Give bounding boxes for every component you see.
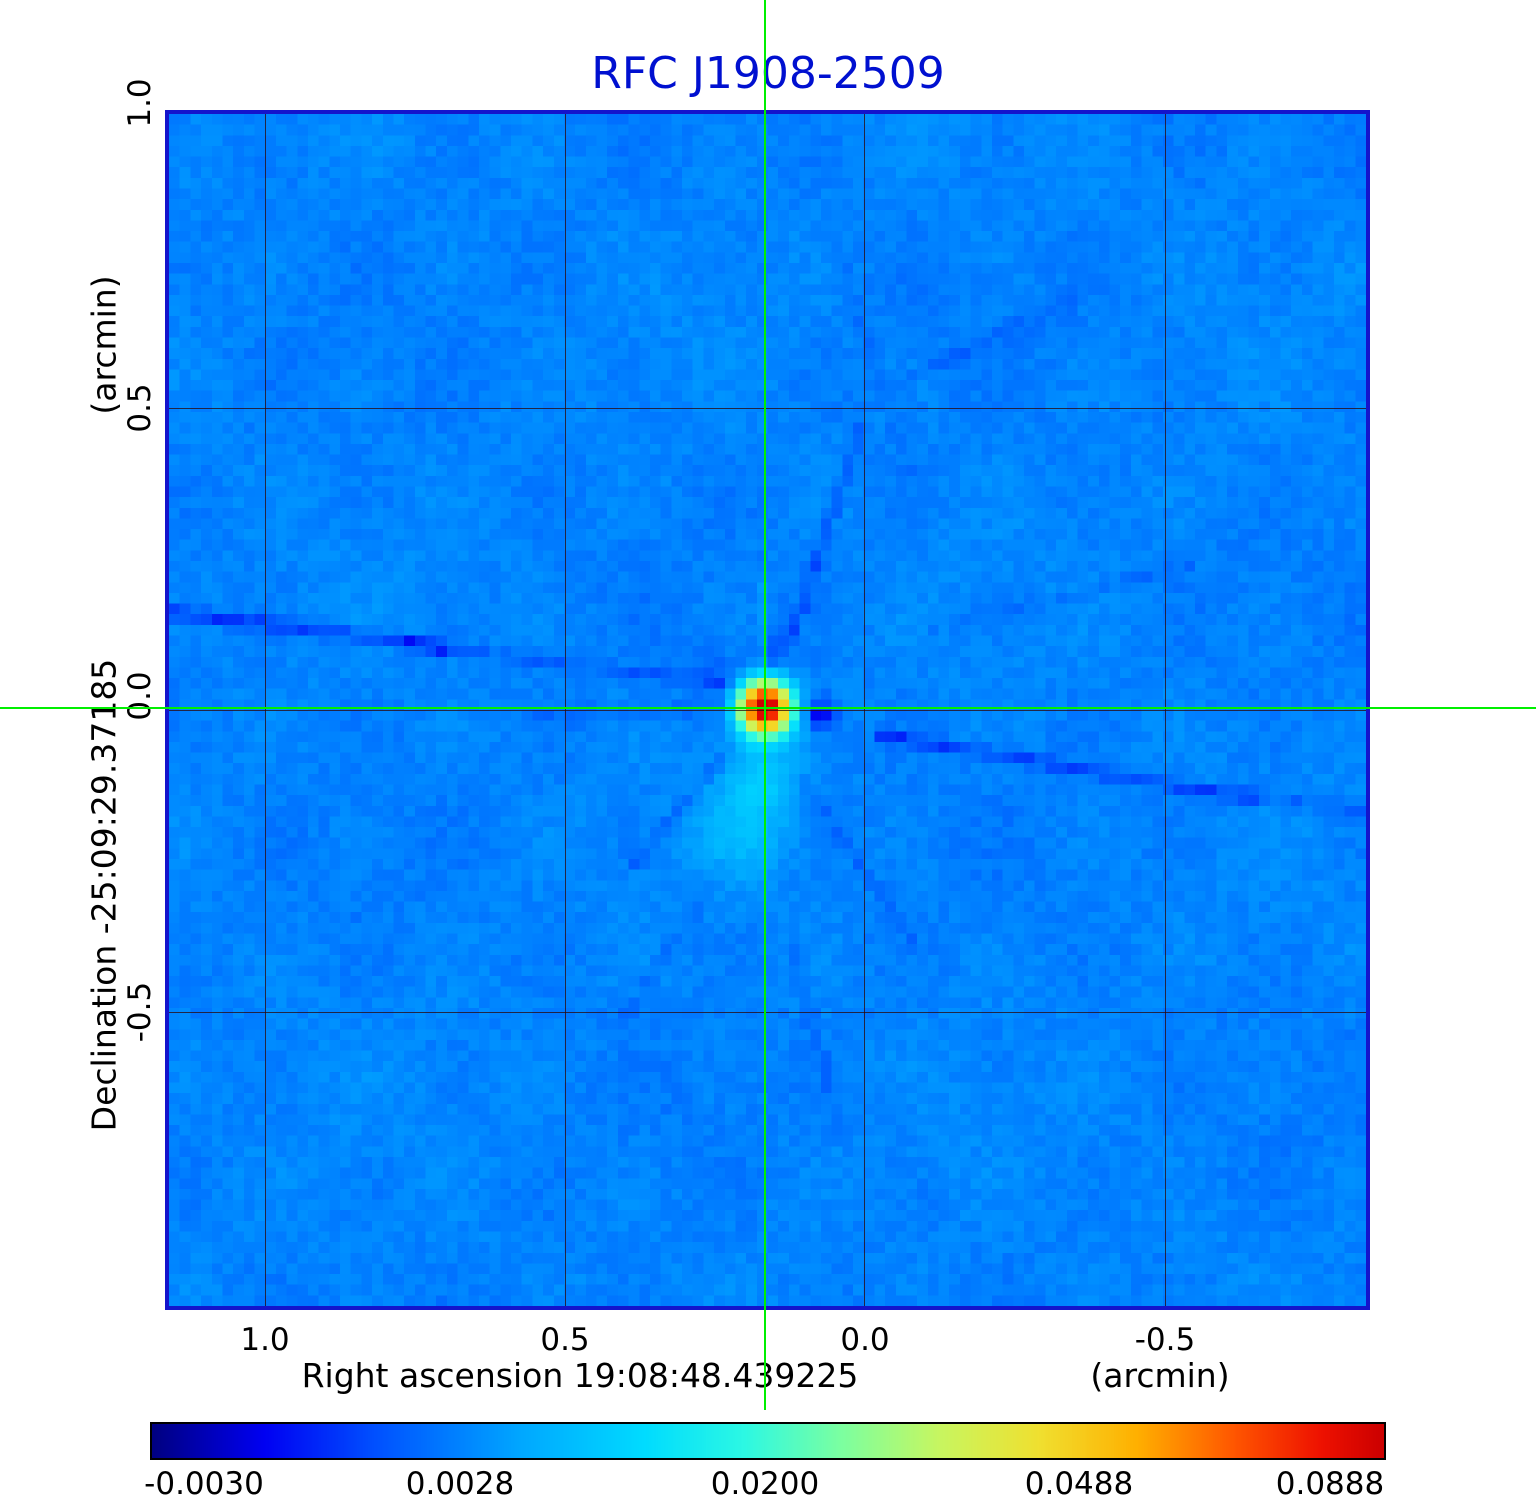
colorbar-canvas xyxy=(152,1424,1384,1458)
colorbar-label: 0.0028 xyxy=(405,1466,515,1502)
colorbar-label: 0.0488 xyxy=(1024,1466,1134,1502)
colorbar xyxy=(150,1422,1386,1460)
grid-line-y-0.0 xyxy=(169,710,1366,711)
y-tick-label: -0.5 xyxy=(122,981,158,1043)
colorbar-label: 0.0200 xyxy=(710,1466,820,1502)
colorbar-label: 0.0888 xyxy=(1275,1466,1385,1502)
colorbar-label: -0.0030 xyxy=(144,1466,264,1502)
x-tick-label: 0.5 xyxy=(540,1322,590,1358)
x-axis-unit-label: (arcmin) xyxy=(1090,1356,1230,1395)
x-tick-label: 1.0 xyxy=(240,1322,290,1358)
x-axis-label: Right ascension 19:08:48.439225 xyxy=(301,1356,859,1395)
y-tick-label: 0.5 xyxy=(122,383,158,433)
x-tick-label: -0.5 xyxy=(1134,1322,1196,1358)
x-tick-label: 0.0 xyxy=(840,1322,890,1358)
grid-line-y--0.5 xyxy=(169,1011,1366,1013)
page-title: RFC J1908-2509 xyxy=(591,48,945,99)
crosshair-vertical-line xyxy=(764,0,766,1410)
y-tick-label: 0.0 xyxy=(122,671,158,721)
grid-line-y-0.5 xyxy=(169,408,1366,410)
sky-map-plot-area xyxy=(165,110,1370,1310)
y-axis-unit-label: (arcmin) xyxy=(84,275,124,415)
crosshair-horizontal-line xyxy=(0,707,1536,709)
y-axis-label: Declination -25:09:29.37185 xyxy=(84,658,124,1132)
